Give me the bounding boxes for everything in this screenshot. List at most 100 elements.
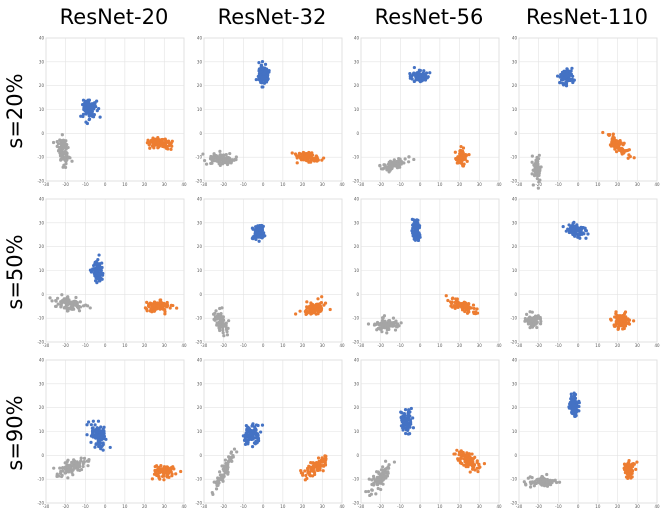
scatter-point-blue [416,221,420,226]
scatter-point-blue [251,437,255,441]
scatter-point-orange [161,474,165,479]
scatter-point-blue [573,234,577,238]
scatter-point-blue [256,436,260,440]
y-tick-label: -20 [195,501,202,506]
y-tick-label: 40 [354,197,360,202]
x-tick-label: 10 [280,182,286,187]
scatter-point-gray [550,480,554,485]
scatter-point-gray [223,458,227,462]
scatter-point-orange [629,476,633,480]
y-tick-label: -10 [352,155,359,160]
scatter-point-gray [379,487,383,492]
scatter-point-orange [311,309,315,313]
x-tick-label: 10 [437,343,443,348]
scatter-point-gray [367,477,371,481]
x-tick-label: -20 [535,504,542,509]
scatter-point-gray [530,160,534,164]
x-tick-label: -20 [377,182,384,187]
scatter-point-blue [417,231,421,236]
scatter-point-orange [314,461,318,465]
scatter-point-orange [157,465,161,470]
scatter-point-blue [412,65,416,70]
scatter-point-orange [305,153,309,158]
scatter-point-blue [422,69,426,73]
x-tick-label: 40 [181,504,187,509]
scatter-point-gray [536,186,540,190]
column-titles: ResNet-20 ResNet-32 ResNet-56 ResNet-110 [60,5,648,29]
scatter-point-blue [572,391,576,395]
y-tick-label: 30 [354,59,360,64]
scatter-point-orange [169,466,174,470]
scatter-point-orange [613,315,617,319]
row-label-s20: s=20% [3,73,27,148]
scatter-point-orange [626,462,631,467]
scatter-point-orange [316,456,321,460]
scatter-point-blue [108,445,112,450]
scatter-point-orange [152,300,157,304]
y-tick-label: -10 [37,477,44,482]
scatter-point-gray [218,312,222,317]
scatter-point-gray [227,156,232,160]
y-tick-label: 20 [354,83,360,88]
scatter-point-orange [155,143,159,147]
x-tick-label: 30 [162,343,168,348]
scatter-point-orange [169,147,173,151]
scatter-point-orange [461,146,466,150]
scatter-point-gray [59,305,63,309]
scatter-point-gray [78,465,82,469]
scatter-point-gray [221,158,225,162]
y-tick-label: -20 [37,501,44,506]
scatter-point-blue [570,66,574,70]
scatter-point-orange [156,304,161,309]
scatter-point-orange [319,301,324,305]
scatter-point-blue [418,78,422,82]
y-tick-label: 10 [512,107,518,112]
scatter-point-blue [414,78,418,82]
scatter-point-gray [221,467,225,471]
scatter-point-gray [225,155,229,160]
scatter-point-orange [471,303,476,307]
scatter-point-gray [380,330,384,334]
scatter-point-blue [97,253,101,257]
scatter-point-gray [397,156,401,161]
y-tick-label: 0 [514,453,517,458]
scatter-point-orange [467,310,471,314]
x-tick-label: -20 [377,504,384,509]
scatter-point-gray [399,321,403,325]
scatter-point-orange [458,302,462,306]
scatter-point-gray [74,295,78,300]
scatter-point-blue [263,234,267,238]
scatter-point-orange [628,469,633,473]
scatter-point-orange [457,450,462,454]
scatter-point-blue [575,225,580,230]
scatter-point-gray [216,155,221,160]
x-tick-label: 20 [142,182,148,187]
scatter-point-orange [313,305,317,309]
scatter-point-orange [305,300,309,304]
scatter-point-blue [425,75,429,79]
scatter-point-orange [305,312,309,316]
scatter-point-blue [571,231,575,236]
scatter-point-orange [298,309,302,313]
scatter-point-blue [93,436,98,440]
x-tick-label: 40 [496,182,502,187]
scatter-point-orange [168,306,172,310]
y-tick-label: 0 [514,292,517,297]
scatter-point-blue [245,429,249,434]
scatter-point-gray [387,322,391,326]
scatter-point-blue [267,69,271,73]
y-tick-label: 10 [512,268,518,273]
scatter-point-blue [98,444,102,448]
scatter-point-blue [407,417,411,421]
scatter-point-orange [300,153,304,157]
y-tick-label: 40 [197,36,203,41]
scatter-point-orange [316,297,320,301]
scatter-point-gray [69,468,73,472]
scatter-point-gray [48,296,52,300]
scatter-point-orange [482,461,487,466]
scatter-point-orange [614,150,619,154]
